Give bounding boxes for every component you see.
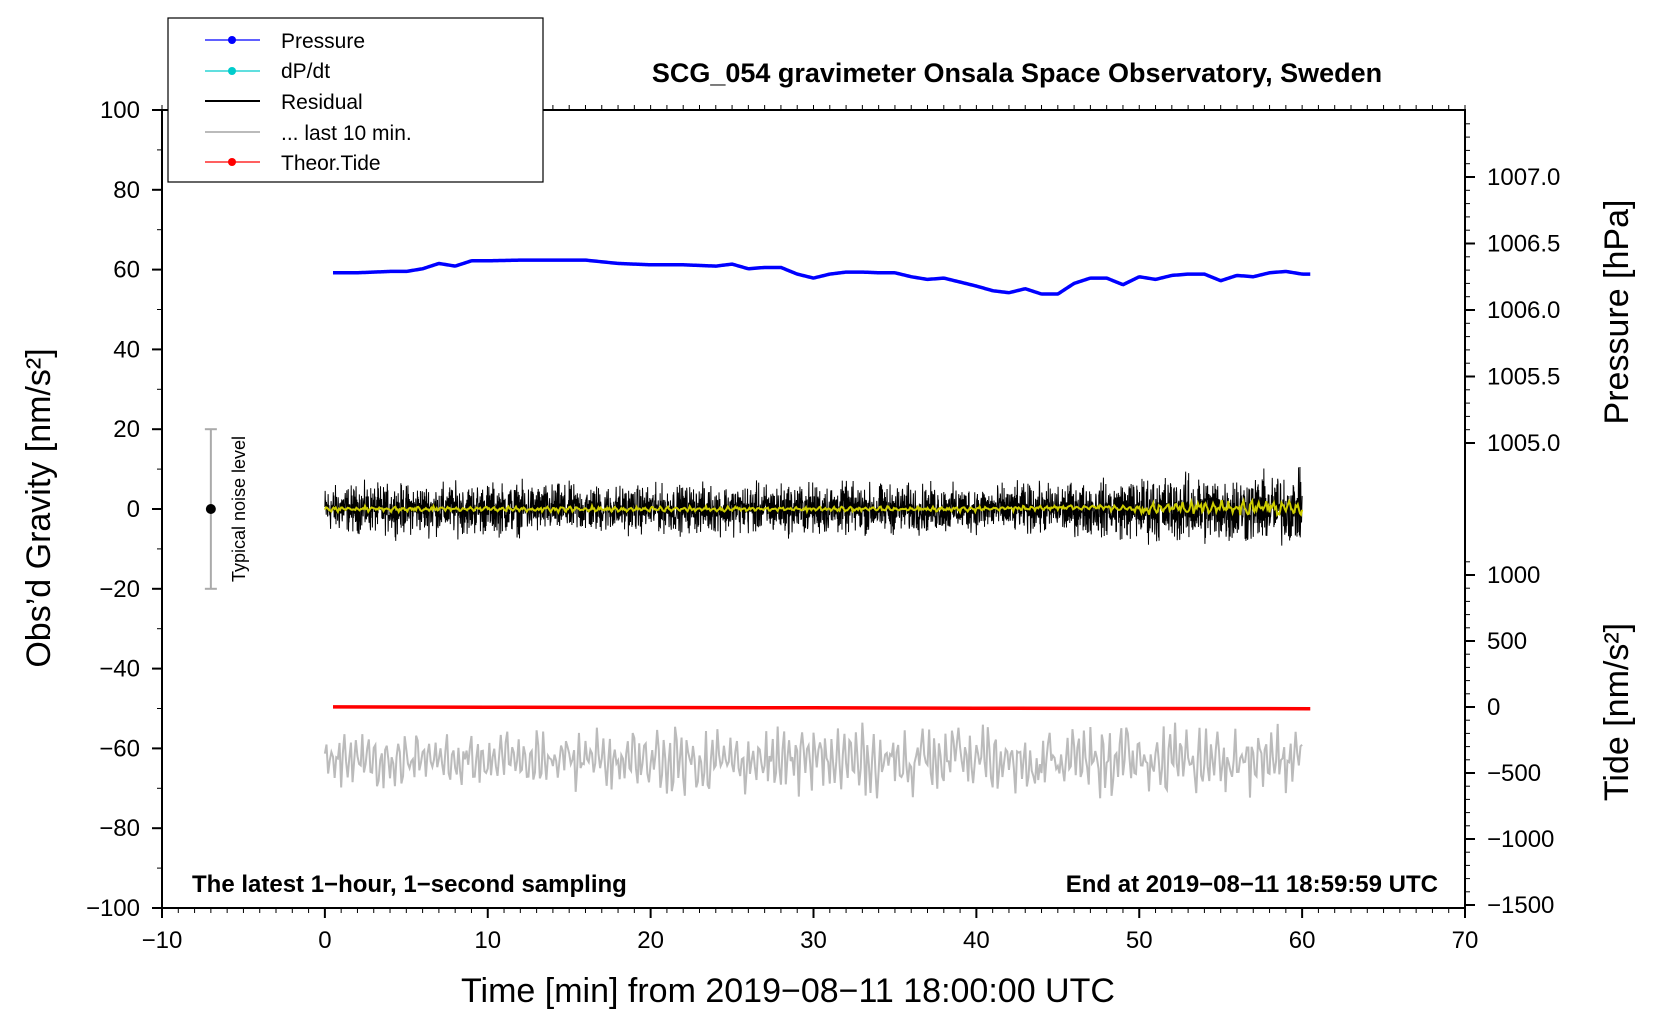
legend-label-residual: Residual bbox=[281, 91, 363, 114]
y-tick-label: 60 bbox=[113, 257, 140, 284]
x-tick-label: 50 bbox=[1126, 927, 1153, 954]
y-tick-label: −80 bbox=[99, 815, 140, 842]
y-tick-label: −20 bbox=[99, 576, 140, 603]
y-tick-label: −100 bbox=[86, 895, 140, 922]
y-axis-title-pressure: Pressure [hPa] bbox=[1598, 200, 1636, 425]
legend-label-tide: Theor.Tide bbox=[281, 152, 381, 175]
y-axis-title-left: Obs’d Gravity [nm/s²] bbox=[20, 348, 58, 667]
tide-tick-label: −1500 bbox=[1487, 892, 1554, 919]
ticks-layer: −10 0 10 20 30 40 50 60 70−100−80−60−40−20020406… bbox=[86, 97, 1560, 954]
annotation-sampling: The latest 1−hour, 1−second sampling bbox=[192, 871, 627, 898]
y-tick-label: 20 bbox=[113, 416, 140, 443]
noise-level-label: Typical noise level bbox=[229, 436, 249, 582]
legend-entry-tide: Theor.Tide bbox=[205, 152, 381, 175]
legend-label-dpdt: dP/dt bbox=[281, 60, 330, 83]
y-tick-label: −60 bbox=[99, 735, 140, 762]
series-last-10-min bbox=[323, 722, 1303, 799]
y-tick-label: −40 bbox=[99, 656, 140, 683]
legend-label-last10: ... last 10 min. bbox=[281, 122, 412, 145]
pressure-tick-label: 1007.0 bbox=[1487, 164, 1560, 191]
pressure-tick-label: 1006.5 bbox=[1487, 231, 1560, 258]
legend-marker-pressure bbox=[228, 36, 236, 44]
series-pressure bbox=[332, 258, 1311, 296]
annotation-end-time: End at 2019−08−11 18:59:59 UTC bbox=[1066, 871, 1438, 898]
series-theor-tide bbox=[333, 705, 1311, 711]
legend-entry-last10: ... last 10 min. bbox=[205, 122, 412, 145]
y-tick-label: 100 bbox=[100, 97, 140, 124]
legend: Pressure dP/dt Residual ... last 10 min.… bbox=[167, 17, 544, 183]
y-tick-label: 40 bbox=[113, 336, 140, 363]
legend-label-pressure: Pressure bbox=[281, 30, 365, 53]
x-axis-title: Time [min] from 2019−08−11 18:00:00 UTC bbox=[461, 972, 1115, 1010]
noise-level-dot bbox=[205, 504, 216, 514]
x-tick-label: −10 bbox=[142, 927, 183, 954]
y-tick-label: 80 bbox=[113, 177, 140, 204]
pressure-tick-label: 1006.0 bbox=[1487, 297, 1560, 324]
legend-entry-residual: Residual bbox=[205, 91, 363, 114]
pressure-tick-label: 1005.5 bbox=[1487, 364, 1560, 391]
legend-entry-dpdt: dP/dt bbox=[205, 60, 330, 83]
x-tick-label: 30 bbox=[800, 927, 827, 954]
tide-tick-label: 0 bbox=[1487, 694, 1500, 721]
noise-level-indicator: Typical noise level bbox=[204, 428, 249, 590]
chart-title: SCG_054 gravimeter Onsala Space Observat… bbox=[652, 58, 1382, 88]
series-residual bbox=[324, 466, 1303, 546]
y-tick-label: 0 bbox=[127, 496, 140, 523]
x-tick-label: 20 bbox=[637, 927, 664, 954]
legend-marker-dpdt bbox=[228, 67, 236, 75]
y-axis-title-tide: Tide [nm/s²] bbox=[1598, 623, 1636, 801]
tide-tick-label: 500 bbox=[1487, 628, 1527, 655]
tide-tick-label: 1000 bbox=[1487, 562, 1540, 589]
tide-tick-label: −500 bbox=[1487, 760, 1541, 787]
x-tick-label: 70 bbox=[1452, 927, 1479, 954]
legend-entry-pressure: Pressure bbox=[205, 30, 365, 53]
x-tick-label: 60 bbox=[1289, 927, 1316, 954]
series-layer bbox=[323, 258, 1311, 799]
pressure-tick-label: 1005.0 bbox=[1487, 430, 1560, 457]
series-residual-smoothed bbox=[323, 496, 1304, 518]
legend-marker-tide bbox=[228, 158, 236, 166]
tide-tick-label: −1000 bbox=[1487, 826, 1554, 853]
x-tick-label: 0 bbox=[318, 927, 331, 954]
x-tick-label: 10 bbox=[474, 927, 501, 954]
x-tick-label: 40 bbox=[963, 927, 990, 954]
